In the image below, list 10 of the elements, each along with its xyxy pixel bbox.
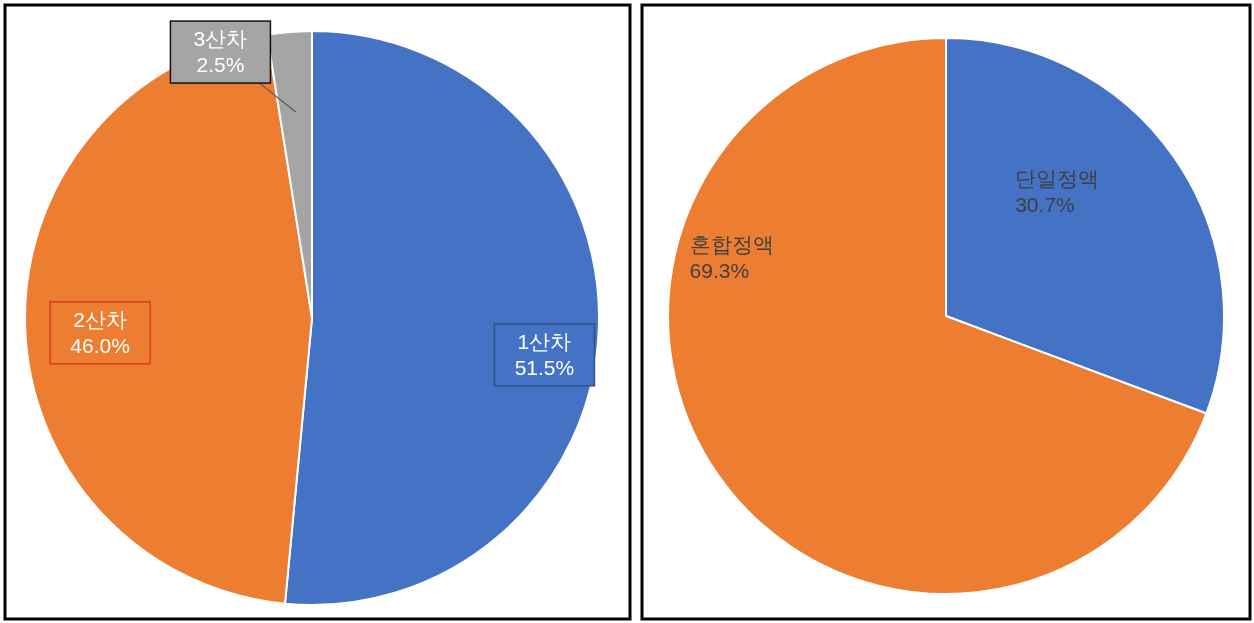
slice-label: 단일정액: [1015, 166, 1100, 190]
data-label: 51.5%: [514, 355, 575, 379]
data-label: 46.0%: [70, 333, 130, 357]
data-label: 30.7%: [1015, 192, 1075, 216]
data-label: 69.3%: [689, 259, 750, 283]
slice-label: 1산차: [517, 329, 572, 353]
slice-label: 혼합정액: [689, 233, 774, 257]
data-label: 2.5%: [196, 53, 245, 77]
slice-label: 2산차: [73, 307, 127, 331]
slice-label: 3산차: [193, 27, 248, 51]
